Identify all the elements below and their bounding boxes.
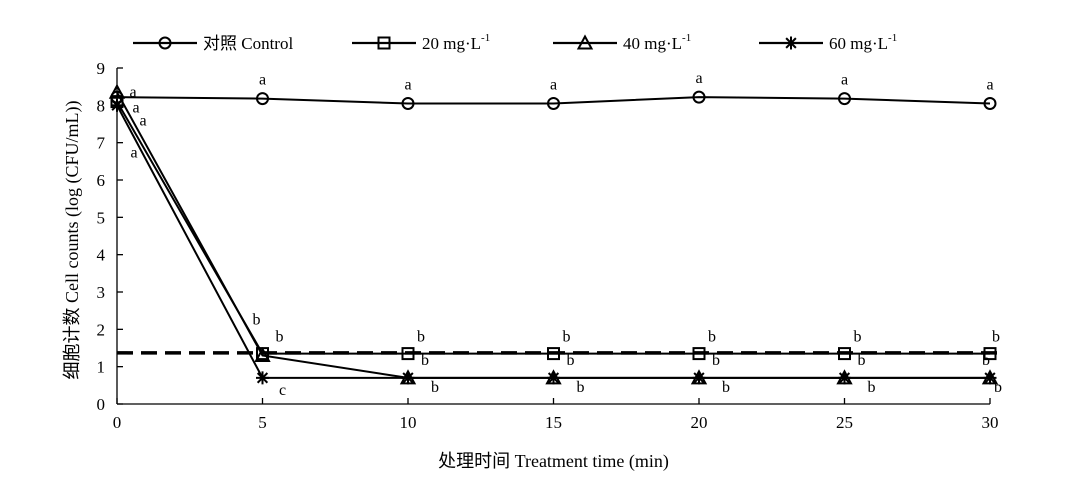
series-4 (110, 98, 997, 385)
significance-label: a (129, 84, 136, 101)
series-1 (110, 90, 997, 110)
x-tick-label: 20 (691, 413, 708, 432)
legend-marker-square (377, 36, 391, 50)
significance-label: a (986, 76, 993, 93)
significance-label: b (253, 311, 261, 328)
data-point-asterisk (983, 371, 997, 385)
y-tick-label: 9 (97, 59, 106, 78)
data-point-triangle (108, 83, 126, 99)
data-point-asterisk (838, 371, 851, 385)
legend-label: 60 mg·L-1 (829, 32, 897, 53)
legend-label: 20 mg·L-1 (422, 32, 490, 53)
significance-label: c (279, 382, 286, 399)
legend-marker-triangle (576, 34, 594, 50)
data-point-asterisk (256, 371, 269, 385)
legend-label: 40 mg·L-1 (623, 32, 691, 53)
significance-label: a (404, 76, 411, 93)
significance-label: a (139, 112, 146, 129)
data-point-square (401, 347, 415, 361)
series-line (116, 96, 991, 105)
data-point-square (547, 347, 560, 361)
x-axis-title: 处理时间 Treatment time (min) (438, 451, 669, 472)
series-line (116, 101, 990, 355)
significance-label: b (992, 329, 1000, 346)
significance-label: b (276, 329, 284, 346)
significance-label: b (708, 329, 716, 346)
significance-label: b (421, 352, 429, 369)
significance-label: b (567, 352, 575, 369)
data-point-square (692, 347, 706, 361)
significance-label: b (577, 379, 585, 396)
significance-label: b (417, 329, 425, 346)
series-3 (108, 83, 999, 385)
legend-item-3: 40 mg·L-1 (553, 32, 691, 53)
x-tick-label: 10 (400, 413, 417, 432)
series-2 (110, 95, 997, 361)
data-point-circle (401, 96, 415, 110)
data-point-circle (838, 92, 851, 106)
data-point-square (983, 347, 997, 361)
y-tick-label: 1 (97, 358, 106, 377)
data-point-triangle (254, 346, 271, 362)
data-point-square (838, 347, 851, 361)
legend-marker-asterisk (784, 36, 798, 50)
y-tick-label: 5 (97, 208, 106, 227)
x-tick-label: 0 (113, 413, 122, 432)
legend-label: 对照 Control (203, 34, 293, 53)
data-point-asterisk (401, 371, 415, 385)
legend-item-4: 60 mg·L-1 (759, 32, 897, 53)
data-point-asterisk (692, 371, 706, 385)
y-tick-label: 0 (97, 395, 106, 414)
legend: 对照 Control 20 mg·L-1 40 mg·L-1 60 mg·L-1 (133, 32, 897, 53)
significance-label: a (132, 100, 139, 117)
x-tick-label: 15 (545, 413, 562, 432)
x-tick-label: 5 (258, 413, 267, 432)
axes: 0 1 2 3 4 5 6 7 8 9 0 5 10 15 20 25 30 (97, 59, 999, 432)
data-point-asterisk (547, 371, 560, 385)
data-point-circle (983, 96, 997, 110)
significance-label: b (722, 379, 730, 396)
data-point-asterisk (110, 98, 124, 112)
y-tick-label: 3 (97, 283, 106, 302)
significance-label: b (858, 352, 866, 369)
significance-label: a (130, 144, 137, 161)
significance-label: b (982, 352, 990, 369)
significance-label: b (563, 329, 571, 346)
significance-label: b (431, 379, 439, 396)
x-tick-label: 30 (982, 413, 999, 432)
significance-label: a (550, 76, 557, 93)
y-tick-label: 7 (97, 134, 106, 153)
significance-label: a (695, 70, 702, 87)
significance-label: b (712, 352, 720, 369)
significance-label: b (994, 379, 1002, 396)
legend-marker-circle (158, 36, 172, 50)
significance-label: b (854, 329, 862, 346)
y-axis-title: 细胞计数 Cell counts (log (CFU/mL)) (62, 101, 83, 380)
data-point-circle (692, 90, 706, 104)
significance-label: a (259, 72, 266, 89)
legend-item-1: 对照 Control (133, 34, 293, 53)
series-layer (108, 83, 999, 385)
y-tick-label: 8 (97, 96, 106, 115)
y-tick-label: 4 (97, 246, 106, 265)
data-point-circle (547, 96, 560, 110)
significance-label: b (868, 379, 876, 396)
x-tick-label: 25 (836, 413, 853, 432)
y-tick-label: 2 (97, 320, 106, 339)
y-tick-label: 6 (97, 171, 106, 190)
legend-item-2: 20 mg·L-1 (352, 32, 490, 53)
data-point-circle (256, 92, 269, 106)
significance-label: a (841, 72, 848, 89)
